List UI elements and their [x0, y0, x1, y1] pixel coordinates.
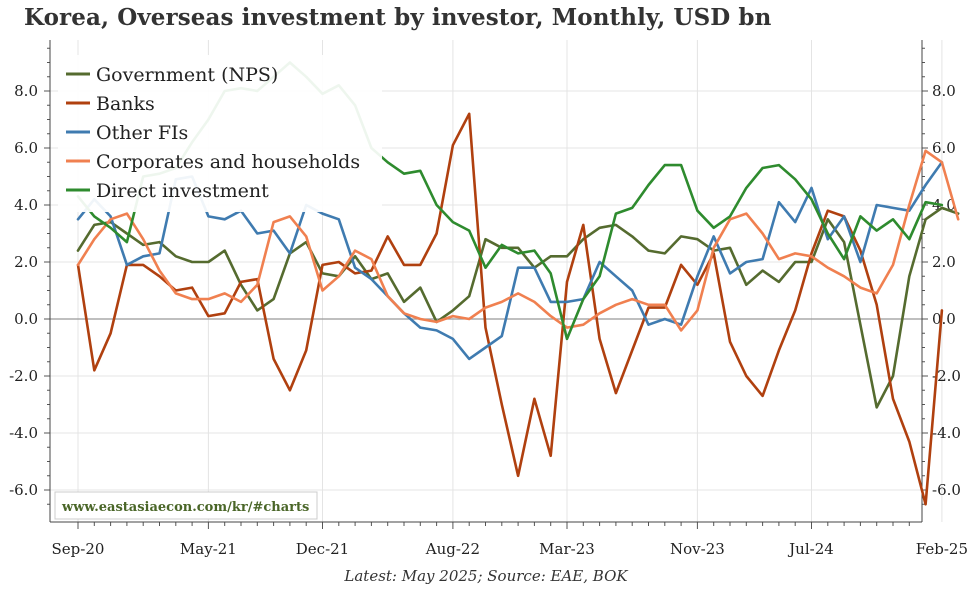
watermark-text: www.eastasiaecon.com/kr/#charts: [61, 500, 309, 515]
y-tick-label-right: 8.0: [932, 82, 956, 100]
series-line-2: [76, 112, 944, 506]
x-tick-label: Jul-24: [787, 540, 834, 558]
y-tick-label-left: 2.0: [14, 253, 38, 271]
chart-title: Korea, Overseas investment by investor, …: [24, 4, 772, 31]
series-line-4: [76, 149, 960, 332]
legend-box: [58, 55, 382, 212]
x-tick-label: Dec-21: [296, 540, 349, 558]
y-tick-label-right: -2.0: [932, 367, 961, 385]
x-tick-label: Feb-25: [916, 540, 968, 558]
watermark: www.eastasiaecon.com/kr/#charts: [54, 491, 318, 520]
legend-label: Direct investment: [96, 180, 269, 202]
y-tick-label-right: 0.0: [932, 310, 956, 328]
y-tick-label-left: -2.0: [9, 367, 38, 385]
y-tick-label-left: -4.0: [9, 424, 38, 442]
legend-label: Banks: [96, 93, 155, 115]
x-tick-label: Aug-22: [425, 540, 480, 558]
x-tick-label: Nov-23: [670, 540, 725, 558]
y-tick-label-left: 0.0: [14, 310, 38, 328]
legend-label: Corporates and households: [96, 151, 360, 173]
source-note: Latest: May 2025; Source: EAE, BOK: [344, 567, 628, 585]
legend: Government (NPS) Banks Other FIs Corporates…: [58, 55, 382, 212]
legend-label: Other FIs: [96, 122, 188, 144]
y-tick-label-right: 2.0: [932, 253, 956, 271]
watermark-box: [54, 491, 318, 520]
y-tick-label-right: -4.0: [932, 424, 961, 442]
y-tick-label-left: 4.0: [14, 196, 38, 214]
x-tick-label: May-21: [180, 540, 237, 558]
y-tick-label-right: -6.0: [932, 481, 961, 499]
x-tick-label: Sep-20: [52, 540, 105, 558]
legend-label: Government (NPS): [96, 64, 278, 86]
series-line-3: [76, 161, 944, 361]
y-tick-label-left: 8.0: [14, 82, 38, 100]
series-line-1: [76, 206, 960, 409]
y-tick-label-left: 6.0: [14, 139, 38, 157]
y-tick-label-left: -6.0: [9, 481, 38, 499]
y-tick-label-right: 6.0: [932, 139, 956, 157]
x-tick-label: Mar-23: [539, 540, 595, 558]
